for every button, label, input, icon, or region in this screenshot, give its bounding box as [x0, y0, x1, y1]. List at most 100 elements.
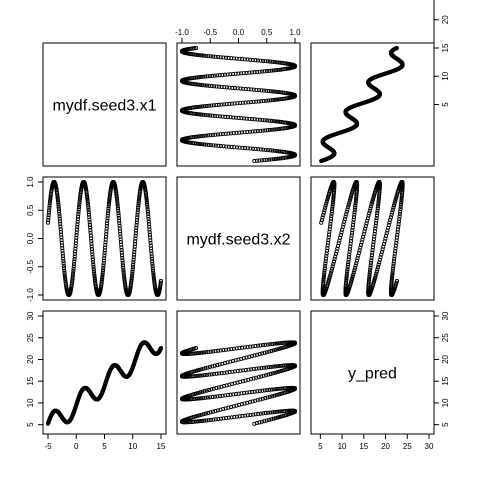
point-x2-x1-395: [135, 212, 140, 217]
point-x2-y-318: [372, 229, 378, 234]
point-x1-x2-465: [201, 53, 207, 58]
point-y-x2-7: [269, 417, 274, 422]
point-x1-x2-451: [237, 56, 242, 61]
point-x2-x1-133: [76, 214, 81, 219]
point-x2-y-62: [325, 243, 330, 248]
point-x2-y-10: [325, 197, 330, 202]
point-y-x2-446: [250, 344, 255, 349]
point-x2-x1-199: [91, 259, 96, 265]
point-y-x2-369: [195, 368, 200, 373]
point-x2-y-185: [350, 222, 356, 227]
point-x2-y-373: [374, 269, 379, 274]
point-y-x2-188: [242, 390, 247, 396]
point-x1-x2-264: [259, 99, 264, 104]
point-x2-x1-70: [61, 263, 66, 269]
point-x2-y-395: [389, 212, 394, 217]
point-y-x2-61: [232, 414, 237, 420]
point-x2-x1-257: [104, 232, 109, 237]
point-x2-y-379: [378, 255, 383, 260]
point-x2-x1-443: [146, 214, 151, 219]
point-x1-x2-179: [265, 118, 270, 123]
point-x1-x2-240: [198, 104, 203, 109]
point-x2-y-304: [376, 195, 381, 200]
point-x2-x1-331: [120, 263, 126, 268]
point-y-x2-324: [227, 370, 232, 375]
point-x2-y-451: [394, 235, 399, 240]
point-x2-y-8: [324, 201, 329, 206]
point-x2-y-372: [374, 271, 379, 276]
point-x2-y-272: [371, 195, 376, 201]
point-x2-x1-179: [86, 207, 91, 212]
point-y-x2-453: [231, 346, 237, 351]
point-x1-x2-310: [264, 88, 269, 93]
point-x1-x2-255: [235, 101, 240, 106]
point-x2-x1-238: [99, 278, 104, 283]
point-y-x2-265: [261, 373, 266, 378]
point-y-x2-106: [192, 414, 197, 419]
point-x2-y-205: [344, 273, 349, 278]
point-x1-x2-322: [232, 86, 238, 91]
point-x2-x1-327: [120, 253, 125, 258]
point-x1-x2-336: [198, 82, 203, 87]
point-x2-y-329: [369, 258, 374, 263]
point-x1-x2-180: [262, 118, 267, 123]
point-x2-x1-129: [75, 224, 80, 230]
tick-label-bottom-y-2: 15: [359, 442, 368, 451]
point-y-x2-64: [224, 415, 229, 421]
point-x2-x1-256: [103, 234, 109, 239]
point-x2-y-440: [398, 207, 403, 212]
point-y-x2-243: [204, 388, 209, 393]
point-x1-x2-64: [224, 144, 229, 149]
point-x1-x2-138: [270, 127, 275, 132]
point-x2-x1-188: [88, 230, 93, 235]
point-x1-x2-396: [262, 69, 267, 74]
point-x2-x1-57: [58, 229, 63, 234]
point-x1-x2-306: [273, 89, 278, 94]
point-x1-x2-467: [197, 53, 202, 58]
point-x1-x2-107: [193, 134, 198, 139]
point-x1-x2-441: [263, 59, 268, 64]
point-x2-x1-115: [71, 261, 77, 267]
point-x2-x1-374: [130, 267, 135, 272]
point-y-x2-135: [263, 396, 268, 401]
point-y-x2-11: [277, 414, 282, 420]
point-x1-x2-321: [235, 86, 240, 91]
point-x2-x1-195: [90, 249, 95, 254]
point-y-x2-139: [272, 393, 277, 398]
point-x2-x1-43: [55, 196, 60, 201]
point-y-x2-116: [213, 409, 218, 414]
point-y-x2-183: [255, 389, 260, 394]
point-x2-x1-132: [75, 217, 80, 222]
tick-label-left-y-0: 5: [26, 422, 35, 427]
point-x1-x2-185: [250, 117, 255, 122]
point-x2-x1-391: [134, 223, 139, 228]
point-x2-x1-122: [73, 243, 78, 249]
point-x2-x1-313: [116, 215, 121, 221]
point-y-x2-177: [269, 387, 274, 392]
point-x2-y-435: [399, 196, 404, 201]
point-x1-x2-52: [256, 147, 261, 152]
point-x1-x2-449: [242, 57, 247, 62]
point-x2-x1-112: [71, 268, 76, 274]
point-x2-y-269: [369, 202, 374, 207]
point-y-x2-248: [216, 385, 221, 390]
tick-label-top-x2-4: 1.0: [289, 28, 301, 37]
point-x2-x1-50: [57, 211, 62, 216]
point-x2-y-403: [394, 195, 399, 200]
point-x2-x1-312: [116, 213, 121, 218]
point-x1-x2-132: [255, 129, 260, 134]
point-x2-y-200: [345, 262, 351, 267]
point-x2-y-69: [323, 261, 328, 266]
point-x1-x2-68: [213, 143, 218, 148]
point-x2-x1-246: [101, 261, 106, 266]
point-y-x2-498: [192, 346, 197, 351]
point-x1-x2-304: [277, 90, 282, 95]
point-x1-x2-463: [206, 54, 211, 59]
point-x1-x2-137: [267, 127, 272, 133]
point-x2-y-191: [348, 238, 354, 244]
point-x2-y-134: [344, 212, 349, 217]
point-x2-y-460: [391, 259, 396, 264]
point-x2-x1-396: [135, 210, 140, 215]
point-x2-x1-47: [56, 204, 61, 209]
point-x1-x2-176: [271, 119, 276, 124]
